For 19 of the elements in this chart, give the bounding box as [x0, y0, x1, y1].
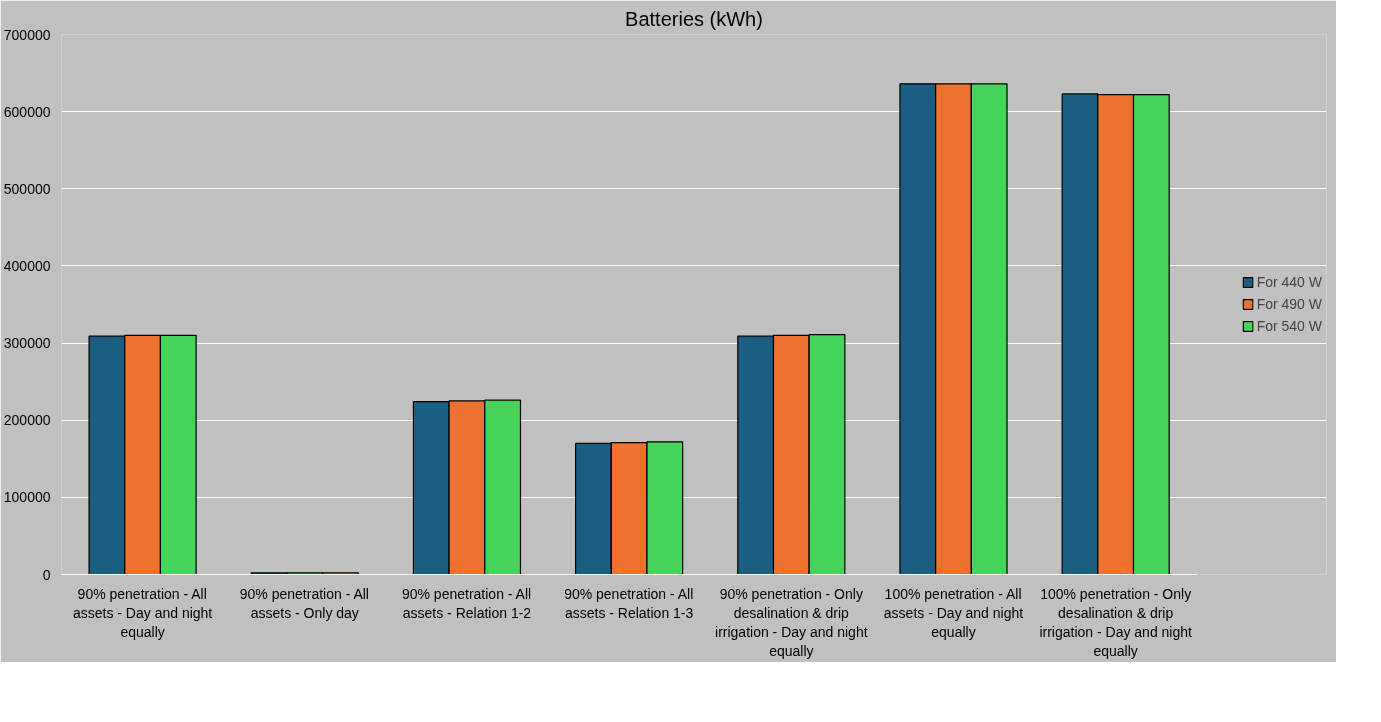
x-tick-label: 100% penetration - Only desalination & drip irrigation - Day and night equally	[1039, 585, 1193, 660]
y-tick-label: 300000	[3, 335, 51, 352]
x-tick-label: 90% penetration - Only desalination & drip irrigation - Day and night equally	[715, 585, 868, 660]
y-tick-label: 0	[42, 566, 51, 583]
x-tick-label: 90% penetration - All assets - Relation 1-3	[564, 585, 694, 621]
chart-title: Batteries (kWh)	[625, 7, 763, 30]
x-tick-label: 90% penetration - All assets - Only day	[239, 585, 369, 621]
y-tick-label: 600000	[3, 103, 51, 120]
x-tick-label: 90% penetration - All assets - Relation 1-2	[401, 585, 532, 621]
y-tick-label: 500000	[3, 180, 51, 197]
y-tick-label: 400000	[3, 257, 51, 274]
y-tick-label: 200000	[3, 412, 51, 429]
x-tick-label: 100% penetration - All assets - Day and night equally	[883, 585, 1024, 640]
x-tick-label: 90% penetration - All assets - Day and night equally	[72, 585, 213, 640]
legend-label: For 440 W	[1256, 274, 1322, 290]
legend-label: For 540 W	[1256, 318, 1322, 334]
y-tick-label: 700000	[3, 26, 51, 43]
y-tick-label: 100000	[3, 489, 51, 506]
legend-label: For 490 W	[1256, 296, 1322, 312]
